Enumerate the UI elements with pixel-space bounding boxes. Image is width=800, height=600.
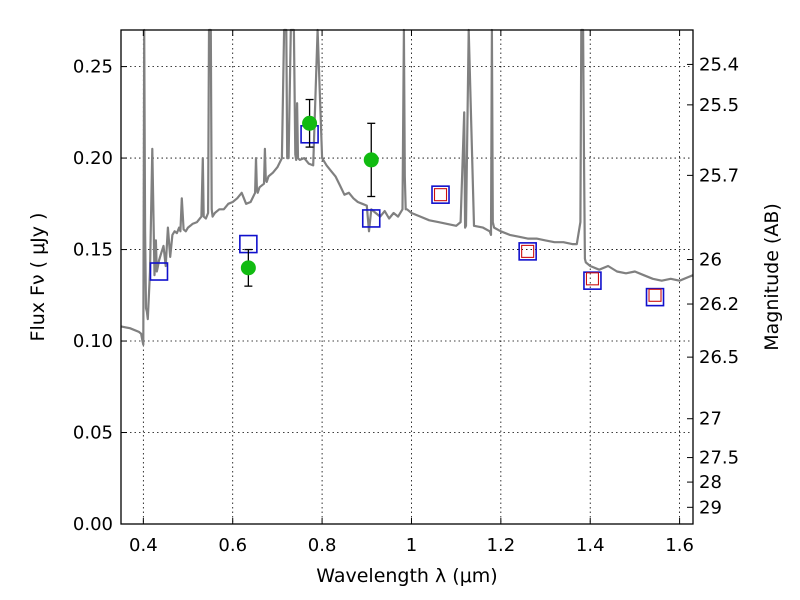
right-axis-tick-label: 26.5 <box>699 347 739 368</box>
model-spectrum-line <box>120 28 694 346</box>
observed-limit-point <box>585 272 600 286</box>
grid <box>121 30 693 525</box>
marker-layer <box>149 98 665 307</box>
model-band-point <box>361 209 381 228</box>
right-axis-tick-label: 27.5 <box>699 448 739 469</box>
right-axis-tick-label: 25.5 <box>699 95 739 116</box>
y-tick-label: 0.00 <box>73 514 113 535</box>
x-tick-label: 0.6 <box>218 535 247 556</box>
y-axis-ticks: 0.00 0.05 0.10 0.15 0.20 0.25 <box>73 57 127 535</box>
x-tick-label: 1 <box>406 535 417 556</box>
y-tick-label: 0.15 <box>73 240 113 261</box>
observed-limit-point <box>521 244 535 258</box>
observed-detection-point <box>302 115 318 131</box>
x-axis-label: Wavelength λ (μm) <box>316 565 497 587</box>
observed-detection-point <box>240 260 256 276</box>
model-band-point <box>149 262 169 281</box>
plot-frame <box>120 29 694 525</box>
x-tick-label: 1.4 <box>576 535 605 556</box>
y-tick-label: 0.20 <box>73 148 113 169</box>
right-axis-tick-label: 25.7 <box>699 165 739 186</box>
right-axis-tick-label: 28 <box>699 472 722 493</box>
y-tick-label: 0.25 <box>73 57 113 78</box>
model-band-point <box>431 185 450 204</box>
y-tick-label: 0.05 <box>73 423 113 444</box>
x-tick-label: 0.8 <box>308 535 337 556</box>
model-band-point <box>583 271 602 290</box>
right-axis-tick-label: 29 <box>699 497 722 518</box>
observed-detection-point <box>363 152 379 168</box>
right-y-axis-label: Magnitude (AB) <box>761 203 783 351</box>
x-tick-label: 1.6 <box>665 535 694 556</box>
right-axis-tick-label: 27 <box>699 409 722 430</box>
right-axis-tick-label: 26.2 <box>699 294 739 315</box>
model-band-point <box>518 242 537 261</box>
right-axis-tick-label: 26 <box>699 250 722 271</box>
observed-limit-point <box>433 188 448 202</box>
right-axis-tick-label: 25.4 <box>699 54 739 75</box>
x-tick-label: 0.4 <box>129 535 158 556</box>
y-tick-label: 0.10 <box>73 331 113 352</box>
x-axis-ticks: 0.4 0.6 0.8 1 1.2 1.4 1.6 <box>129 30 694 556</box>
observed-limit-point <box>648 288 662 302</box>
right-axis-ticks: 25.4 25.5 25.7 26 26.2 26.5 27 27.5 28 29 <box>687 54 739 518</box>
spectrum-layer <box>120 28 694 346</box>
x-tick-label: 1.2 <box>487 535 516 556</box>
model-band-point <box>645 287 665 307</box>
y-axis-label: Flux Fν ( μJy ) <box>27 213 49 342</box>
